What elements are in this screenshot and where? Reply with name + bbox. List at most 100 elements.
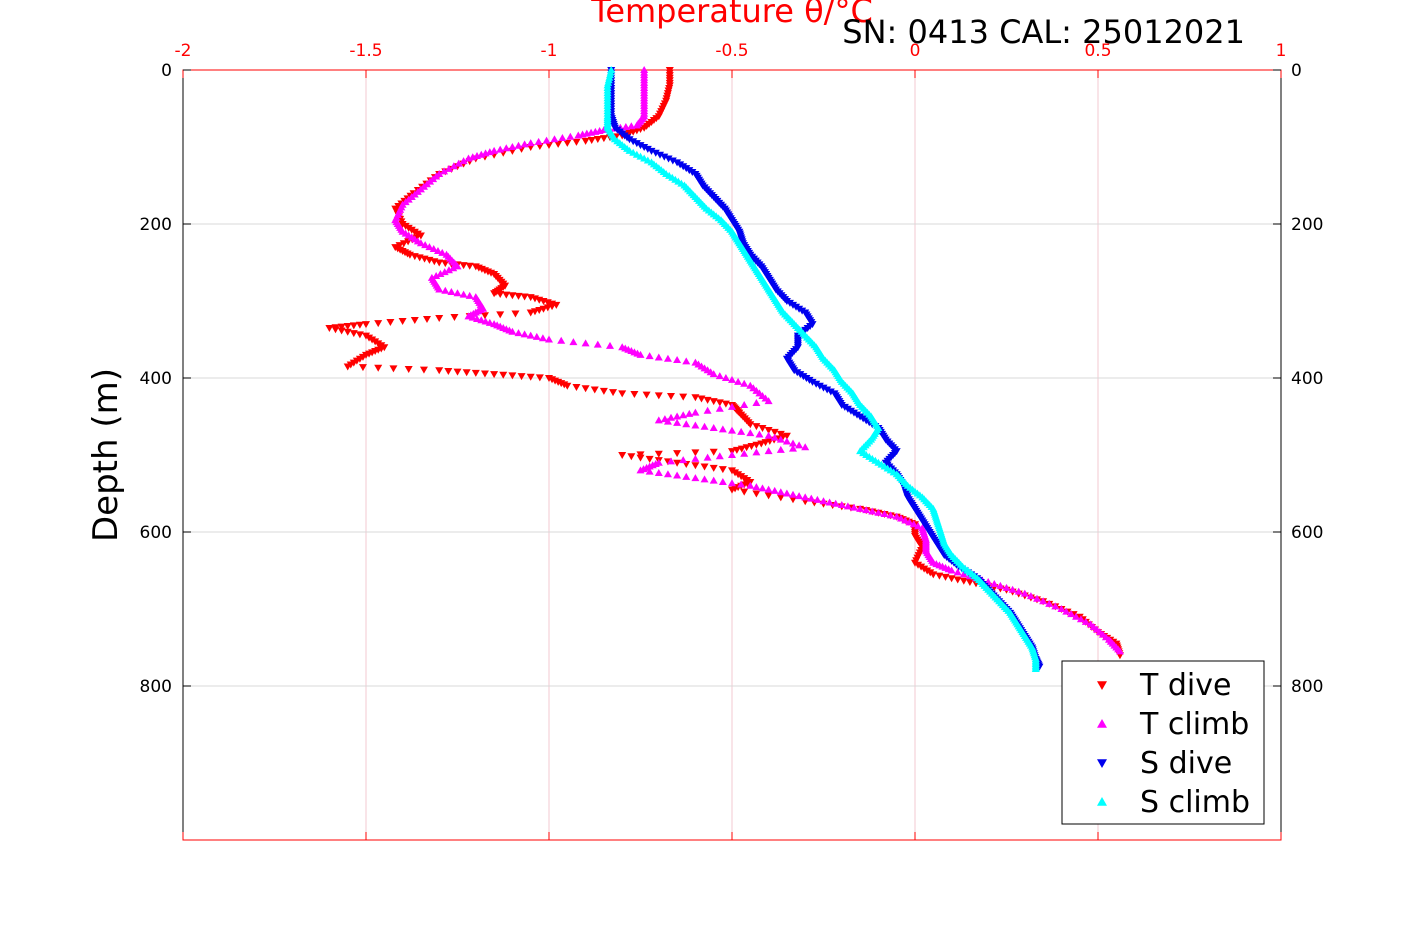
y-tick-label-left: 800: [140, 677, 172, 697]
data-point: [545, 141, 553, 149]
data-point: [1057, 605, 1066, 612]
data-point: [709, 424, 718, 432]
data-point: [618, 390, 627, 398]
data-point: [734, 377, 743, 385]
data-point: [569, 338, 578, 346]
data-point: [449, 162, 458, 170]
data-point: [618, 452, 627, 459]
data-point: [599, 135, 608, 143]
data-point: [473, 151, 482, 159]
data-point: [959, 570, 968, 578]
data-point: [440, 268, 449, 276]
data-point: [526, 139, 535, 147]
data-point: [909, 520, 918, 528]
data-point: [386, 319, 395, 327]
data-point: [432, 271, 441, 279]
data-point: [563, 382, 572, 390]
data-point: [362, 321, 370, 329]
data-point: [581, 137, 590, 145]
data-point: [526, 331, 535, 339]
data-point: [715, 372, 724, 380]
data-point: [593, 340, 602, 348]
data-point: [819, 384, 828, 392]
data-point: [581, 339, 590, 347]
data-point: [534, 137, 543, 145]
data-point: [654, 468, 663, 476]
data-point: [801, 443, 810, 451]
data-point: [542, 136, 551, 144]
data-point: [691, 421, 700, 429]
data-point: [496, 311, 505, 319]
data-point: [843, 502, 852, 510]
data-point: [679, 456, 688, 464]
y-tick-label-right: 200: [1291, 215, 1323, 235]
data-point: [481, 149, 490, 157]
data-point: [514, 329, 523, 337]
data-point: [654, 450, 663, 458]
data-point: [459, 262, 468, 270]
data-point: [892, 512, 901, 520]
data-point: [453, 289, 462, 297]
data-point: [1002, 583, 1011, 591]
data-point: [929, 571, 938, 579]
data-point: [629, 138, 638, 146]
data-point: [374, 320, 383, 328]
data-point: [990, 579, 999, 587]
data-point: [691, 394, 700, 402]
data-point: [374, 364, 383, 372]
data-point: [538, 334, 547, 342]
legend-label: S dive: [1140, 746, 1232, 781]
data-point: [862, 506, 871, 514]
data-point: [823, 386, 832, 394]
data-point: [935, 572, 944, 580]
data-point: [349, 330, 358, 338]
data-point: [709, 370, 718, 378]
data-point: [673, 459, 682, 467]
data-point: [535, 374, 544, 382]
data-point: [550, 135, 559, 143]
data-point: [667, 457, 675, 465]
data-point: [685, 409, 694, 417]
series-layer: [325, 66, 1124, 673]
data-point: [572, 138, 581, 146]
data-point: [532, 332, 541, 340]
data-point: [435, 314, 444, 322]
y-tick-label-left: 600: [140, 523, 172, 543]
data-point: [728, 486, 736, 494]
data-point: [746, 421, 755, 429]
data-point: [764, 426, 773, 434]
data-point: [502, 144, 511, 152]
data-point: [331, 326, 340, 334]
data-point: [473, 314, 482, 322]
data-point: [808, 378, 817, 386]
data-point: [410, 316, 419, 324]
data-point: [421, 241, 430, 249]
data-point: [721, 374, 730, 381]
data-point: [947, 575, 956, 583]
data-point: [435, 367, 444, 375]
data-point: [679, 393, 688, 401]
data-point: [965, 579, 974, 587]
data-point: [850, 503, 858, 511]
data-point: [758, 425, 767, 433]
data-point: [673, 418, 682, 426]
data-point: [905, 518, 914, 526]
data-point: [514, 292, 523, 300]
data-point: [520, 330, 529, 338]
data-point: [901, 516, 910, 524]
data-point: [1045, 599, 1054, 607]
data-point: [825, 498, 834, 506]
data-point: [1039, 597, 1048, 605]
data-point: [343, 363, 352, 371]
data-point: [459, 290, 468, 298]
data-point: [566, 132, 575, 140]
data-point: [703, 406, 712, 414]
x-tick-label: -1: [541, 41, 558, 61]
data-point: [587, 136, 596, 144]
data-point: [728, 402, 736, 410]
data-point: [438, 248, 447, 256]
data-point: [453, 262, 462, 270]
data-point: [663, 417, 672, 425]
data-point: [485, 318, 494, 326]
data-point: [358, 364, 367, 372]
